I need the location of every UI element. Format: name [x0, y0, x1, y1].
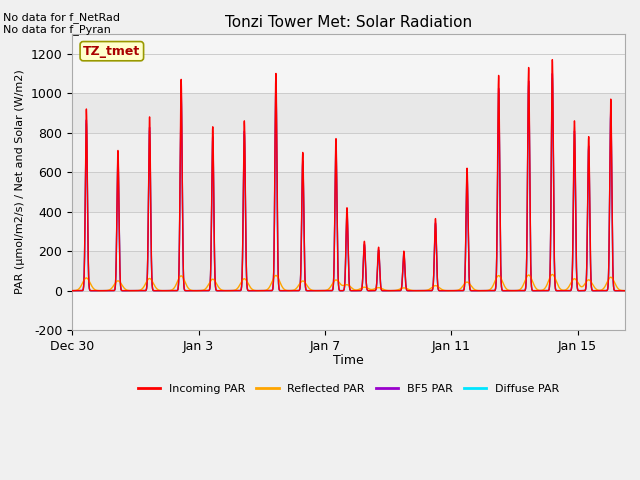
Text: No data for f_NetRad
No data for f_Pyran: No data for f_NetRad No data for f_Pyran [3, 12, 120, 36]
Y-axis label: PAR (μmol/m2/s) / Net and Solar (W/m2): PAR (μmol/m2/s) / Net and Solar (W/m2) [15, 70, 25, 294]
Bar [72, 132, 625, 172]
Bar [72, 172, 625, 212]
Bar [72, 212, 625, 251]
X-axis label: Time: Time [333, 354, 364, 367]
Bar [72, 93, 625, 132]
Bar [72, 251, 625, 291]
Legend: Incoming PAR, Reflected PAR, BF5 PAR, Diffuse PAR: Incoming PAR, Reflected PAR, BF5 PAR, Di… [133, 380, 564, 399]
Title: Tonzi Tower Met: Solar Radiation: Tonzi Tower Met: Solar Radiation [225, 15, 472, 30]
Text: TZ_tmet: TZ_tmet [83, 45, 140, 58]
